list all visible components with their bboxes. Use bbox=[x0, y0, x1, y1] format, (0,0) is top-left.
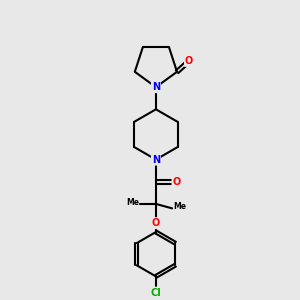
Text: O: O bbox=[152, 218, 160, 228]
Text: N: N bbox=[152, 82, 160, 92]
Text: O: O bbox=[185, 56, 193, 66]
Text: N: N bbox=[152, 154, 160, 165]
Text: Me: Me bbox=[127, 198, 140, 207]
Text: O: O bbox=[172, 177, 181, 187]
Text: Me: Me bbox=[173, 202, 186, 211]
Text: Cl: Cl bbox=[151, 288, 161, 298]
